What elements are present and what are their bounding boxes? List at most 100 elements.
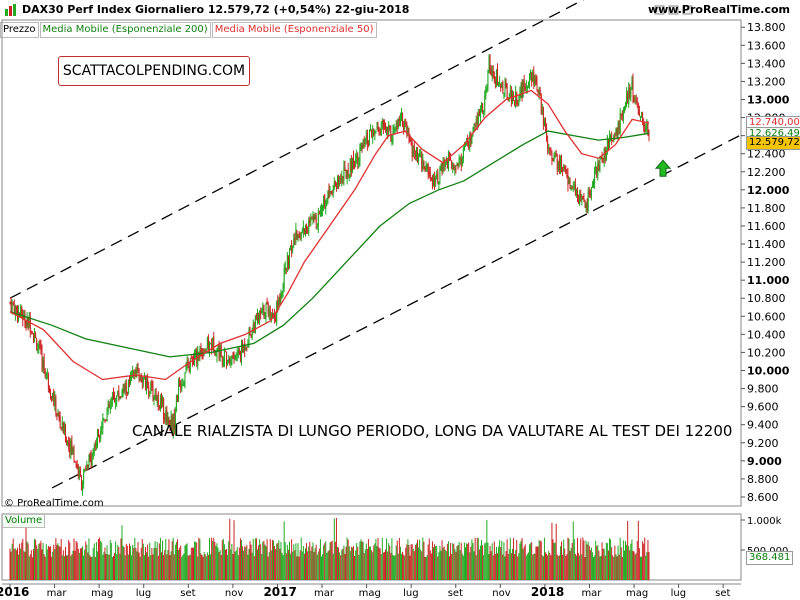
volume-bar — [613, 556, 615, 580]
candle-body — [483, 110, 485, 113]
volume-bar — [535, 546, 537, 580]
candle-body — [409, 139, 411, 141]
volume-bar — [165, 538, 167, 580]
candle-body — [461, 159, 463, 166]
candle-body — [551, 153, 553, 161]
candle-body — [487, 70, 489, 89]
candle-body — [345, 170, 347, 177]
volume-bar — [60, 538, 62, 580]
candle-body — [636, 101, 638, 103]
volume-bar — [80, 548, 82, 580]
candle-body — [75, 463, 77, 467]
volume-bar — [77, 548, 79, 580]
volume-bar — [175, 541, 177, 580]
volume-bar — [35, 539, 37, 580]
candle-body — [422, 158, 424, 168]
volume-bar — [317, 551, 319, 580]
candle-body — [254, 315, 256, 334]
candle-body — [181, 384, 183, 391]
volume-bar — [398, 537, 400, 580]
volume-bar — [168, 539, 170, 580]
legend-price[interactable]: Prezzo — [0, 22, 39, 38]
candle-body — [396, 122, 398, 130]
candle-body — [541, 109, 543, 114]
x-tick-label: mag — [626, 588, 648, 599]
candle-body — [242, 343, 244, 352]
candle-body — [47, 374, 49, 387]
volume-bar — [543, 537, 545, 580]
volume-bar — [529, 544, 531, 580]
candle-body — [211, 344, 213, 349]
volume-bar — [365, 543, 367, 580]
legend-ma50[interactable]: Media Mobile (Esponenziale 50) — [211, 22, 377, 38]
candle-body — [89, 454, 91, 457]
volume-bar — [274, 545, 276, 580]
y-tick-label: 10.800 — [747, 292, 786, 305]
volume-bar — [204, 554, 206, 580]
volume-bar — [594, 555, 596, 580]
candle-body — [518, 101, 520, 105]
y-tick-label: 9.000 — [747, 455, 782, 468]
volume-bar — [63, 556, 65, 580]
candle-body — [582, 196, 584, 199]
candle-body — [167, 417, 169, 424]
volume-bar — [366, 548, 368, 580]
candle-body — [130, 376, 132, 383]
candle-body — [296, 231, 298, 235]
candle-body — [393, 128, 395, 131]
brand-url[interactable]: www.ProRealTime.com — [647, 3, 790, 16]
volume-bar — [646, 552, 648, 580]
volume-bar — [74, 550, 76, 580]
candle-body — [353, 156, 355, 164]
minimize-icon[interactable] — [654, 5, 665, 15]
candle-body — [554, 155, 556, 158]
candle-body — [537, 89, 539, 94]
candle-body — [255, 316, 257, 318]
candle-body — [276, 302, 278, 324]
candle-body — [279, 295, 281, 301]
volume-bar — [598, 550, 600, 580]
candle-body — [354, 165, 356, 167]
y-tick-label: 10.600 — [747, 310, 786, 323]
volume-bar — [133, 547, 135, 580]
volume-bar — [286, 544, 288, 580]
volume-bar — [190, 547, 192, 580]
volume-bar — [264, 544, 266, 580]
legend-ma200[interactable]: Media Mobile (Esponenziale 200) — [39, 22, 211, 38]
volume-bar — [540, 541, 542, 580]
candle-body — [465, 145, 467, 147]
volume-legend[interactable]: Volume — [2, 514, 46, 528]
candle-body — [500, 83, 502, 89]
volume-bar — [527, 552, 529, 580]
candle-body — [44, 371, 46, 377]
candle-body — [52, 393, 54, 398]
volume-bar — [314, 548, 316, 580]
close-icon[interactable] — [682, 5, 693, 15]
volume-bar — [534, 553, 536, 580]
window-controls[interactable] — [654, 5, 694, 15]
candle-body — [299, 236, 301, 239]
volume-bar — [383, 552, 385, 580]
volume-bar — [253, 556, 255, 580]
candle-body — [490, 68, 492, 76]
volume-bar — [596, 546, 598, 580]
candle-body — [472, 127, 474, 135]
volume-bar — [345, 546, 347, 580]
candle-body — [607, 139, 609, 146]
volume-bar — [372, 552, 374, 580]
volume-bar — [488, 554, 490, 580]
volume-bar — [260, 544, 262, 580]
volume-bar — [330, 541, 332, 580]
volume-bar — [455, 551, 457, 580]
candle-body — [290, 245, 292, 248]
volume-bar — [59, 546, 61, 580]
volume-bar — [331, 540, 333, 580]
candle-body — [295, 228, 297, 239]
candle-body — [639, 117, 641, 119]
maximize-icon[interactable] — [668, 5, 679, 15]
volume-bar — [597, 544, 599, 580]
volume-bar — [73, 538, 75, 580]
candle-body — [346, 170, 348, 179]
volume-bar — [502, 554, 504, 580]
